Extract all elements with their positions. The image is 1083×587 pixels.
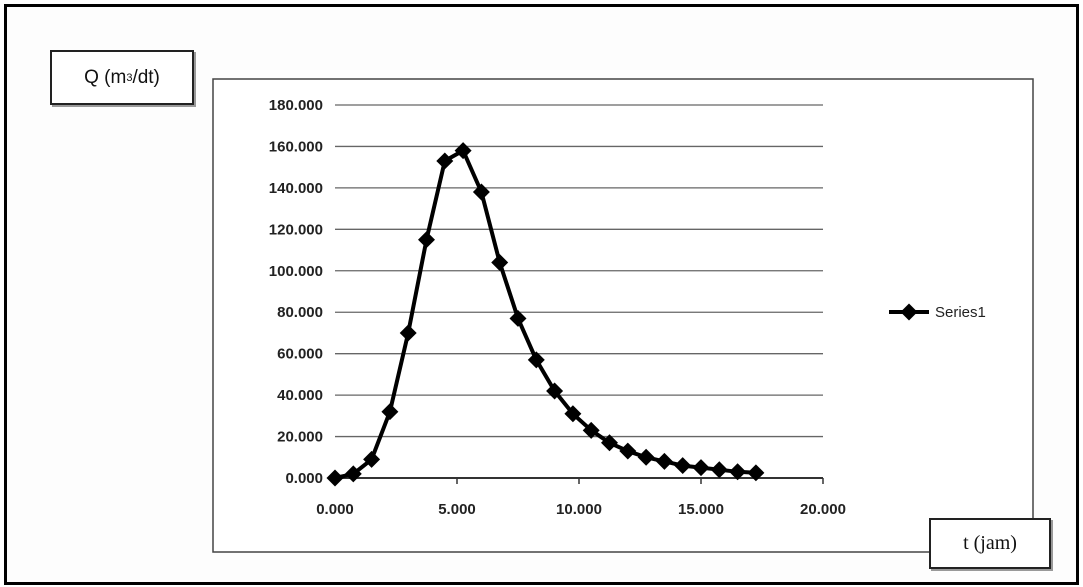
y-axis-ticks: 0.000 20.000 40.000 60.000 80.000 100.000 120.…: [269, 97, 323, 487]
data-point: [674, 457, 692, 475]
data-point: [582, 421, 600, 439]
data-point: [326, 469, 344, 487]
figure-frame: 0.000 20.000 40.000 60.000 80.000 100.000 120.…: [4, 4, 1079, 585]
data-point: [491, 254, 509, 271]
y-axis-label-sup: 3: [126, 71, 133, 84]
y-tick-label: 80.000: [277, 304, 323, 321]
y-axis-label-suffix: /dt): [132, 66, 160, 88]
x-tick-label: 0.000: [316, 501, 354, 518]
y-tick-label: 60.000: [277, 346, 323, 363]
data-point: [655, 452, 673, 470]
x-tick-label: 20.000: [800, 501, 846, 518]
x-tick-label: 10.000: [556, 501, 602, 518]
series-markers: [326, 142, 765, 487]
data-point: [601, 434, 618, 452]
x-axis-label: t (jam): [929, 518, 1051, 569]
data-point: [381, 403, 399, 421]
data-point: [546, 382, 564, 400]
data-point: [399, 324, 417, 342]
data-point: [729, 463, 747, 481]
y-axis-label: Q (m 3/dt): [50, 50, 194, 105]
data-point: [747, 464, 765, 482]
data-point: [454, 142, 472, 160]
data-point: [363, 450, 381, 468]
data-point: [710, 461, 728, 479]
y-tick-label: 180.000: [269, 97, 323, 114]
y-axis-label-prefix: Q (m: [84, 66, 127, 88]
y-tick-label: 140.000: [269, 180, 323, 197]
legend-label: Series1: [935, 304, 986, 321]
data-point: [418, 231, 435, 249]
data-point: [692, 459, 710, 477]
chart: 0.000 20.000 40.000 60.000 80.000 100.000 120.…: [212, 78, 1034, 553]
data-point: [472, 183, 490, 201]
y-tick-label: 0.000: [285, 470, 323, 487]
x-tick-label: 5.000: [438, 501, 476, 518]
data-point: [637, 448, 655, 466]
data-point: [344, 465, 362, 483]
y-tick-label: 120.000: [269, 221, 323, 238]
data-point: [619, 442, 637, 460]
y-tick-label: 100.000: [269, 263, 323, 280]
data-point: [564, 405, 582, 423]
x-axis-label-text: t (jam): [963, 532, 1017, 554]
data-point: [509, 309, 527, 327]
y-tick-label: 40.000: [277, 387, 323, 404]
x-axis-ticks: 0.000 5.000 10.000 15.000 20.000: [316, 478, 846, 518]
data-point: [527, 351, 545, 369]
y-tick-label: 160.000: [269, 138, 323, 155]
data-point: [436, 152, 454, 170]
y-tick-label: 20.000: [277, 429, 323, 446]
x-tick-label: 15.000: [678, 501, 724, 518]
legend-marker: [900, 303, 918, 321]
legend: Series1: [889, 303, 986, 321]
gridlines: [335, 104, 823, 479]
